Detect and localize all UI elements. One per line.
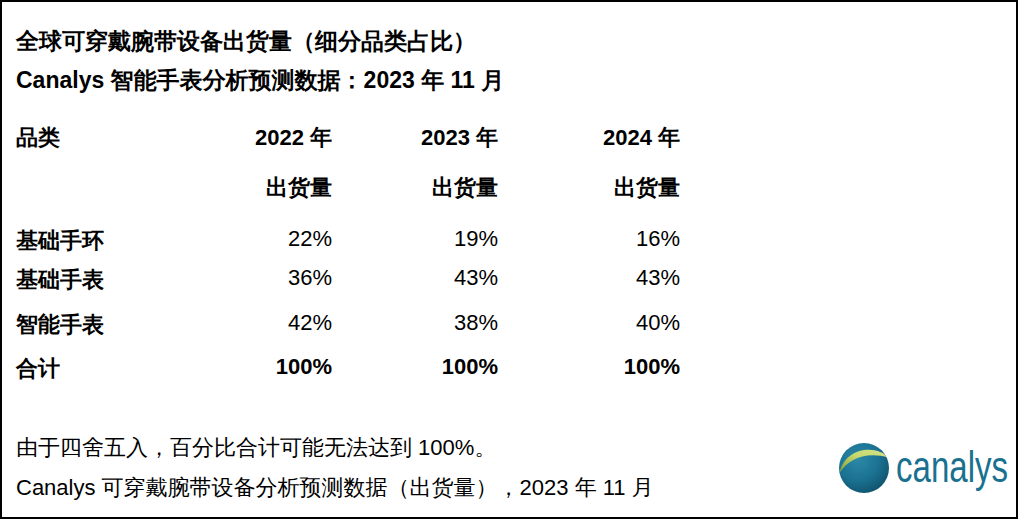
cell-value: 100% — [332, 354, 498, 384]
column-header-empty — [16, 173, 196, 203]
cell-value: 16% — [498, 226, 680, 256]
page-subtitle: Canalys 智能手表分析预测数据：2023 年 11 月 — [16, 65, 504, 96]
canalys-table-card: 全球可穿戴腕带设备出货量（细分品类占比） Canalys 智能手表分析预测数据：… — [0, 0, 1018, 519]
footnote-source: Canalys 可穿戴腕带设备分析预测数据（出货量），2023 年 11 月 — [16, 473, 654, 503]
column-header-2024: 2024 年 — [498, 123, 680, 153]
column-header-2023: 2023 年 — [332, 123, 498, 153]
cell-value: 43% — [498, 265, 680, 295]
cell-value: 38% — [332, 310, 498, 340]
row-label: 智能手表 — [16, 310, 196, 340]
cell-value: 42% — [196, 310, 332, 340]
cell-value: 43% — [332, 265, 498, 295]
cell-value: 22% — [196, 226, 332, 256]
canalys-sphere-icon — [839, 443, 889, 493]
row-label: 基础手表 — [16, 265, 196, 295]
row-label: 合计 — [16, 354, 196, 384]
column-header-category: 品类 — [16, 123, 196, 153]
metric-header-2024: 出货量 — [498, 173, 680, 203]
table-row-total: 合计 100% 100% 100% — [16, 354, 680, 384]
page-title: 全球可穿戴腕带设备出货量（细分品类占比） — [16, 26, 476, 57]
cell-value: 100% — [196, 354, 332, 384]
canalys-logo: canalys — [838, 442, 1013, 494]
table-row-basic-watch: 基础手表 36% 43% 43% — [16, 265, 680, 295]
table-row-basic-band: 基础手环 22% 19% 16% — [16, 226, 680, 256]
table-header-metric: 出货量 出货量 出货量 — [16, 173, 680, 203]
metric-header-2022: 出货量 — [196, 173, 332, 203]
footnote-rounding: 由于四舍五入，百分比合计可能无法达到 100%。 — [16, 433, 496, 463]
cell-value: 19% — [332, 226, 498, 256]
cell-value: 36% — [196, 265, 332, 295]
canalys-logo-graphic: canalys — [838, 442, 1013, 494]
column-header-2022: 2022 年 — [196, 123, 332, 153]
table-header-years: 品类 2022 年 2023 年 2024 年 — [16, 123, 680, 153]
row-label: 基础手环 — [16, 226, 196, 256]
cell-value: 100% — [498, 354, 680, 384]
metric-header-2023: 出货量 — [332, 173, 498, 203]
canalys-wordmark: canalys — [896, 442, 1008, 492]
cell-value: 40% — [498, 310, 680, 340]
table-row-smartwatch: 智能手表 42% 38% 40% — [16, 310, 680, 340]
